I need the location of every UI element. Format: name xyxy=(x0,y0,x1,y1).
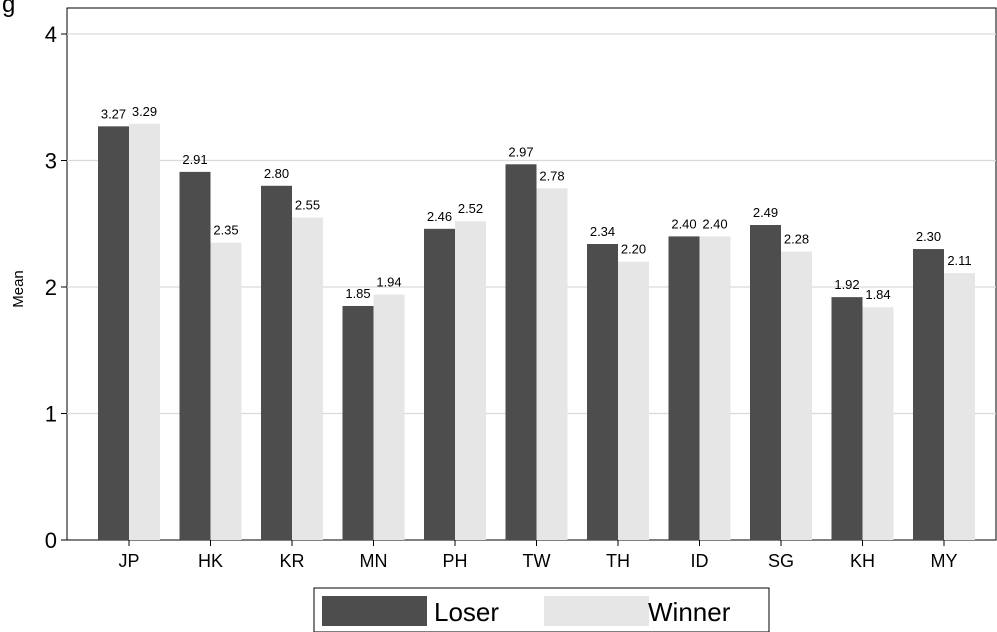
x-tick-label: JP xyxy=(118,551,139,571)
x-tick-label: TH xyxy=(606,551,630,571)
legend-label-winner: Winner xyxy=(648,597,731,627)
data-label: 2.80 xyxy=(264,166,289,181)
x-tick-label: ID xyxy=(691,551,709,571)
plot-area: 0 1 2 3 4 3.27 3.29 JP 2.91 2.35 HK 2.80 2.55 KR 1.85 1… xyxy=(45,7,997,571)
data-label: 2.30 xyxy=(916,229,941,244)
data-label: 2.20 xyxy=(621,242,646,257)
x-tick-label: KH xyxy=(850,551,875,571)
bar-winner xyxy=(373,294,405,540)
data-label: 2.78 xyxy=(539,168,564,183)
data-label: 2.11 xyxy=(947,253,971,268)
bar-winner xyxy=(699,236,731,540)
bar-winner xyxy=(455,221,486,540)
bar-loser xyxy=(668,236,700,540)
data-label: 2.91 xyxy=(182,152,207,167)
legend-key-loser xyxy=(322,596,427,626)
bar-loser xyxy=(750,225,781,540)
y-tick-label: 0 xyxy=(45,528,57,553)
legend-key-winner xyxy=(544,596,649,626)
bar-loser xyxy=(587,243,618,541)
data-label: 1.85 xyxy=(345,286,370,301)
data-label: 2.55 xyxy=(295,197,320,212)
y-tick-label: 1 xyxy=(45,402,57,427)
data-label: 2.34 xyxy=(590,224,615,239)
bar-winner xyxy=(781,251,812,540)
x-tick-label: KR xyxy=(279,551,304,571)
data-label: 3.29 xyxy=(132,104,157,119)
bar-winner xyxy=(944,273,975,540)
x-tick-label: PH xyxy=(442,551,467,571)
bar-winner xyxy=(210,242,242,540)
data-label: 2.97 xyxy=(508,144,533,159)
data-label: 2.40 xyxy=(671,216,696,231)
bar-loser xyxy=(342,305,374,540)
bar-loser xyxy=(424,228,455,540)
data-label: 2.28 xyxy=(784,232,809,247)
bar-loser xyxy=(913,249,944,541)
bar-winner xyxy=(862,307,894,540)
bar-winner xyxy=(536,188,568,540)
data-label: 1.92 xyxy=(834,277,859,292)
data-label: 3.27 xyxy=(101,106,126,121)
data-label: 2.49 xyxy=(753,205,778,220)
data-label: 2.40 xyxy=(702,216,727,231)
bar-loser xyxy=(179,171,211,540)
y-tick-label: 2 xyxy=(45,275,57,300)
data-label: 2.52 xyxy=(458,201,483,216)
y-tick-label: 3 xyxy=(45,149,57,174)
x-tick-label: SG xyxy=(768,551,794,571)
bar-loser xyxy=(98,126,129,540)
bar-loser xyxy=(261,185,292,541)
data-label: 2.46 xyxy=(427,209,452,224)
legend-label-loser: Loser xyxy=(434,597,499,627)
y-tick-label: 4 xyxy=(45,22,57,47)
x-tick-label: TW xyxy=(523,551,551,571)
bar-winner xyxy=(618,261,649,540)
data-label: 1.94 xyxy=(376,275,401,290)
bar-loser xyxy=(831,297,863,540)
bar-winner xyxy=(292,217,323,541)
bar-loser xyxy=(505,164,537,541)
x-tick-label: MY xyxy=(931,551,958,571)
legend: Loser Winner xyxy=(313,587,770,632)
x-tick-label: HK xyxy=(198,551,223,571)
chart-title-fragment: g xyxy=(2,0,15,18)
y-axis-label: Mean xyxy=(10,270,27,308)
data-label: 2.35 xyxy=(213,223,238,238)
data-label: 1.84 xyxy=(865,287,890,302)
bar-winner xyxy=(129,123,160,540)
x-tick-label: MN xyxy=(360,551,388,571)
